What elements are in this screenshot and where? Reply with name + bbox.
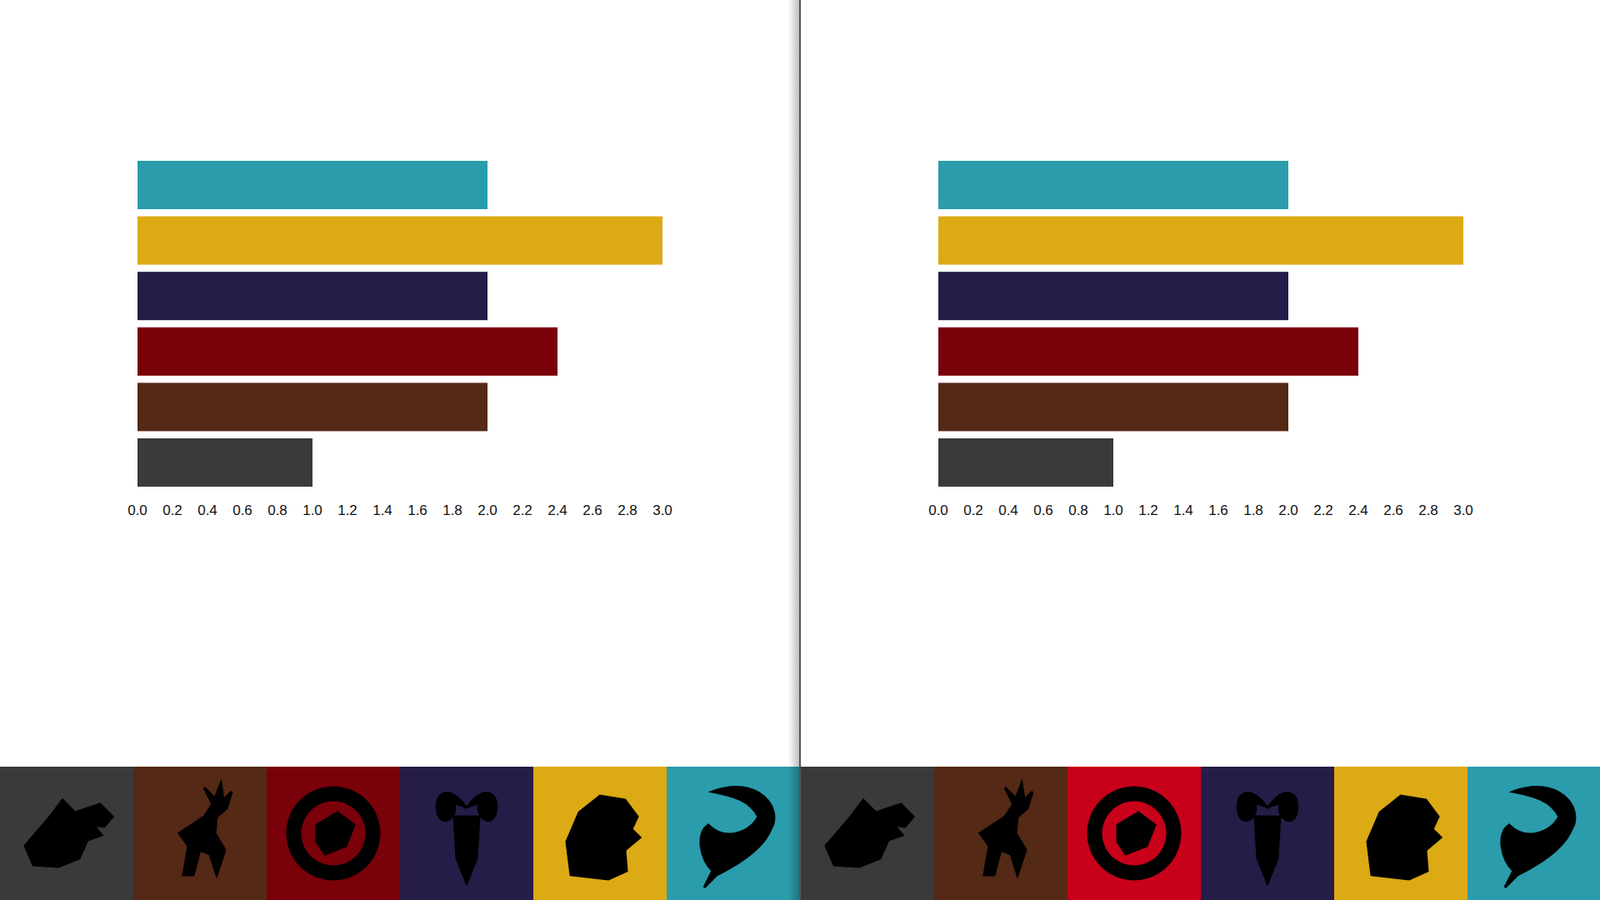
tick-label: 1.4 — [1173, 502, 1194, 519]
bars — [938, 160, 1464, 487]
tick-label: 1.6 — [1208, 502, 1229, 519]
house-tile[interactable] — [934, 766, 1068, 900]
tick-label: 0.0 — [928, 502, 949, 519]
x-axis: 0.0 0.2 0.4 0.6 0.8 1.0 1.2 1.4 1.6 1.8 2.0 2.2 2.4 2… — [127, 502, 673, 519]
bar — [137, 216, 663, 265]
tile-bg[interactable] — [266, 766, 400, 900]
tick-label: 2.0 — [1278, 502, 1299, 519]
sigil-icon[interactable] — [825, 800, 914, 867]
tick-label: 1.2 — [1138, 502, 1159, 519]
house-strip — [800, 766, 1600, 900]
tick-label: 1.8 — [1243, 502, 1264, 519]
tick-label: 0.4 — [998, 502, 1019, 519]
tick-label: 0.6 — [232, 502, 253, 519]
house-tile[interactable] — [133, 766, 267, 900]
sigil-icon[interactable] — [980, 783, 1033, 875]
house-tile[interactable] — [1200, 766, 1335, 900]
tile-bg[interactable] — [666, 766, 800, 900]
tick-label: 0.6 — [1033, 502, 1054, 519]
house-tile[interactable] — [666, 766, 800, 900]
bar — [137, 438, 313, 487]
bar — [137, 160, 488, 210]
x-axis: 0.0 0.2 0.4 0.6 0.8 1.0 1.2 1.4 1.6 1.8 2.0 2.2 2.4 2… — [928, 502, 1474, 519]
bar — [938, 160, 1289, 210]
sigil-icon[interactable] — [1367, 795, 1441, 880]
house-tile[interactable] — [1067, 766, 1201, 900]
bar — [137, 271, 488, 320]
bar — [137, 327, 558, 376]
bar — [938, 382, 1289, 431]
house-tile[interactable] — [1334, 766, 1468, 900]
sigil-icon[interactable] — [436, 792, 497, 884]
tick-label: 0.4 — [197, 502, 218, 519]
tile-bg[interactable] — [1334, 766, 1468, 900]
house-tile[interactable] — [266, 766, 400, 900]
tick-label: 2.0 — [477, 502, 498, 519]
chart-panel: 0.0 0.2 0.4 0.6 0.8 1.0 1.2 1.4 1.6 1.8 2.0 2.2 2.4 2… — [800, 0, 1600, 900]
tick-label: 2.2 — [1313, 502, 1334, 519]
tile-bg[interactable] — [0, 766, 134, 900]
tick-label: 1.0 — [1103, 502, 1124, 519]
tile-bg[interactable] — [1200, 766, 1335, 900]
sigil-icon[interactable] — [179, 783, 232, 875]
sigil-icon[interactable] — [1237, 792, 1298, 884]
tile-bg[interactable] — [400, 766, 534, 900]
tick-label: 1.4 — [372, 502, 393, 519]
chart-svg: 0.0 0.2 0.4 0.6 0.8 1.0 1.2 1.4 1.6 1.8 2.0 2.2 2.4 2… — [800, 0, 1600, 900]
tick-label: 1.8 — [442, 502, 463, 519]
sigil-icon[interactable] — [1501, 787, 1575, 888]
bar — [137, 382, 488, 431]
tick-label: 1.2 — [337, 502, 358, 519]
tick-label: 0.2 — [963, 502, 984, 519]
tile-bg[interactable] — [1067, 766, 1201, 900]
tick-label: 0.2 — [162, 502, 183, 519]
panel-divider — [799, 0, 801, 900]
tick-label: 3.0 — [652, 502, 673, 519]
tile-bg[interactable] — [800, 766, 935, 900]
tick-label: 1.0 — [302, 502, 323, 519]
house-tile[interactable] — [0, 766, 134, 900]
tick-label: 2.4 — [547, 502, 568, 519]
tick-label: 1.6 — [407, 502, 428, 519]
tile-bg[interactable] — [533, 766, 667, 900]
tick-label: 2.8 — [617, 502, 638, 519]
house-tile[interactable] — [400, 766, 534, 900]
bars — [137, 160, 663, 487]
tick-label: 3.0 — [1453, 502, 1474, 519]
house-tile[interactable] — [533, 766, 667, 900]
tick-label: 0.8 — [1068, 502, 1089, 519]
sigil-icon[interactable] — [566, 795, 640, 880]
sigil-icon[interactable] — [287, 787, 380, 880]
bar — [938, 216, 1464, 265]
tick-label: 0.8 — [267, 502, 288, 519]
sigil-icon[interactable] — [700, 787, 775, 888]
panel-shadow — [788, 0, 800, 900]
chart-svg: 0.0 0.2 0.4 0.6 0.8 1.0 1.2 1.4 1.6 1.8 2.0 2.2 2.4 2… — [0, 0, 800, 900]
bar — [938, 438, 1114, 487]
house-tile[interactable] — [800, 766, 935, 900]
tile-bg[interactable] — [934, 766, 1068, 900]
chart-panel: 0.0 0.2 0.4 0.6 0.8 1.0 1.2 1.4 1.6 1.8 2.0 2.2 2.4 2… — [0, 0, 800, 900]
tile-bg[interactable] — [133, 766, 267, 900]
tile-bg[interactable] — [1467, 766, 1600, 900]
sigil-icon[interactable] — [25, 800, 113, 867]
house-tile[interactable] — [1467, 766, 1600, 900]
bar — [938, 327, 1359, 376]
bar — [938, 271, 1289, 320]
tick-label: 2.4 — [1348, 502, 1369, 519]
tick-label: 2.6 — [1383, 502, 1404, 519]
tick-label: 2.8 — [1418, 502, 1439, 519]
house-strip — [0, 766, 800, 900]
tick-label: 2.6 — [582, 502, 603, 519]
tick-label: 2.2 — [512, 502, 533, 519]
sigil-icon[interactable] — [1088, 787, 1180, 880]
tick-label: 0.0 — [127, 502, 148, 519]
